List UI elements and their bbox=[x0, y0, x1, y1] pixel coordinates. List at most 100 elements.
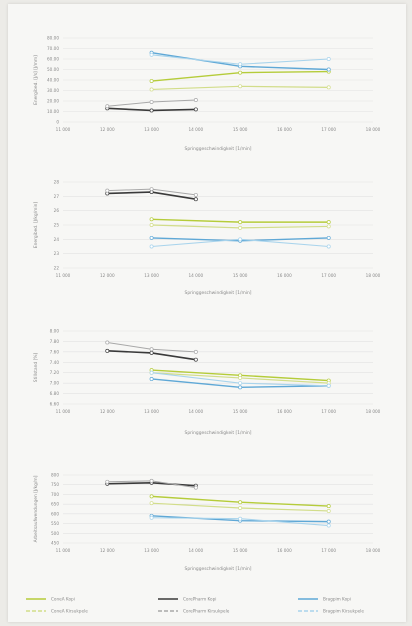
x-tick-label: 18 000 bbox=[366, 409, 381, 414]
x-tick-label: 13 000 bbox=[144, 127, 159, 132]
data-point bbox=[326, 523, 331, 528]
data-point bbox=[193, 357, 198, 362]
y-tick-label: 40.00 bbox=[47, 78, 59, 83]
x-tick-label: 14 000 bbox=[189, 273, 204, 278]
x-tick-label: 15 000 bbox=[233, 273, 248, 278]
data-point bbox=[326, 383, 331, 388]
x-tick-label: 12 000 bbox=[100, 409, 115, 414]
data-point bbox=[193, 107, 198, 112]
y-tick-label: 650 bbox=[51, 502, 59, 507]
data-point bbox=[326, 519, 331, 524]
x-tick-label: 13 000 bbox=[144, 548, 159, 553]
x-tick-label: 12 000 bbox=[100, 273, 115, 278]
data-point bbox=[326, 235, 331, 240]
data-point bbox=[149, 87, 154, 92]
x-tick-label: 17 000 bbox=[321, 548, 336, 553]
data-point bbox=[149, 108, 154, 113]
x-tick-label: 11 000 bbox=[56, 409, 71, 414]
data-point bbox=[326, 508, 331, 513]
legend-label: ConeA Kopi bbox=[51, 597, 75, 602]
x-tick-label: 18 000 bbox=[366, 127, 381, 132]
data-point bbox=[105, 340, 110, 345]
y-tick-label: 30.00 bbox=[47, 88, 59, 93]
x-tick-label: 12 000 bbox=[100, 127, 115, 132]
data-point bbox=[238, 84, 243, 89]
y-tick-label: 7.00 bbox=[50, 381, 60, 386]
x-tick-label: 16 000 bbox=[277, 127, 292, 132]
data-point bbox=[238, 237, 243, 242]
x-tick-label: 18 000 bbox=[366, 273, 381, 278]
y-tick-label: 750 bbox=[51, 482, 59, 487]
data-point bbox=[238, 516, 243, 521]
x-tick-label: 16 000 bbox=[277, 548, 292, 553]
y-tick-label: 7.80 bbox=[50, 339, 60, 344]
x-tick-label: 16 000 bbox=[277, 273, 292, 278]
legend-label: CorePharm Kopi bbox=[183, 597, 216, 602]
y-tick-label: 0 bbox=[56, 120, 59, 125]
data-point bbox=[193, 97, 198, 102]
data-point bbox=[326, 57, 331, 61]
data-point bbox=[149, 100, 154, 105]
y-tick-label: 450 bbox=[51, 541, 59, 546]
x-tick-label: 15 000 bbox=[233, 409, 248, 414]
y-tick-label: 6.60 bbox=[50, 402, 60, 407]
data-point bbox=[193, 485, 198, 490]
x-tick-label: 17 000 bbox=[321, 273, 336, 278]
data-point bbox=[238, 220, 243, 225]
data-point bbox=[193, 197, 198, 202]
y-tick-label: 60.00 bbox=[47, 57, 59, 62]
y-tick-label: 8.00 bbox=[50, 329, 60, 334]
chart-3: 6.60 6.80 7.00 7.20 7.40 7.60 7.80 8.00 11 000 12… bbox=[33, 329, 381, 437]
data-point bbox=[238, 500, 243, 505]
y-tick-label: 550 bbox=[51, 521, 59, 526]
line-charts: 0 10.00 20.00 30.00 40.00 50.00 60.00 70.00 80.0… bbox=[26, 36, 381, 614]
data-point bbox=[105, 188, 110, 193]
x-axis-label: Springgeschwindigkeit [1/min] bbox=[185, 290, 252, 296]
data-point bbox=[149, 244, 154, 249]
data-point bbox=[149, 217, 154, 222]
chart-1: 0 10.00 20.00 30.00 40.00 50.00 60.00 70.00 80.0… bbox=[33, 36, 381, 153]
legend-label: ConeA Kirsukpele bbox=[51, 609, 88, 614]
data-point bbox=[238, 506, 243, 510]
legend: ConeA Kopi ConeA Kirsukpele CorePharm Kopi… bbox=[26, 597, 364, 614]
x-tick-label: 16 000 bbox=[277, 409, 292, 414]
y-tick-label: 28 bbox=[54, 180, 60, 185]
data-point bbox=[149, 377, 154, 381]
x-tick-label: 11 000 bbox=[56, 273, 71, 278]
y-axis-label: Stillstand [%] bbox=[33, 353, 39, 383]
x-axis-label: Springgeschwindigkeit [1/min] bbox=[185, 566, 252, 572]
data-point bbox=[149, 223, 154, 227]
data-point bbox=[238, 70, 243, 75]
data-point bbox=[326, 220, 331, 225]
data-point bbox=[326, 504, 331, 509]
x-tick-label: 18 000 bbox=[366, 548, 381, 553]
x-tick-label: 14 000 bbox=[189, 127, 204, 132]
data-point bbox=[105, 348, 110, 353]
y-tick-label: 10.00 bbox=[47, 109, 59, 114]
y-tick-label: 70.00 bbox=[47, 46, 59, 51]
chart-4: 450 500 550 600 650 700 750 800 11 000 12 000 13 0… bbox=[33, 473, 381, 573]
legend-label: Bragpim Kopi bbox=[323, 597, 351, 602]
y-tick-label: 50.00 bbox=[47, 67, 59, 72]
data-point bbox=[326, 244, 331, 249]
data-point bbox=[238, 62, 243, 67]
y-tick-label: 7.60 bbox=[50, 349, 60, 354]
data-point bbox=[326, 85, 331, 90]
chart-2: 22 23 24 25 26 27 28 11 000 12 000 13 000 14 000 15… bbox=[33, 180, 381, 297]
y-axis-label: Energibed. [J/s] [J/mm] bbox=[33, 55, 39, 105]
y-tick-label: 7.40 bbox=[50, 360, 60, 365]
x-tick-label: 14 000 bbox=[189, 548, 204, 553]
data-point bbox=[238, 385, 243, 390]
data-point bbox=[149, 52, 154, 57]
y-tick-label: 500 bbox=[51, 531, 59, 536]
y-tick-label: 600 bbox=[51, 511, 59, 516]
x-tick-label: 17 000 bbox=[321, 409, 336, 414]
data-point bbox=[326, 67, 331, 72]
data-point bbox=[149, 501, 154, 506]
x-tick-label: 11 000 bbox=[56, 548, 71, 553]
x-tick-label: 12 000 bbox=[100, 548, 115, 553]
data-point bbox=[105, 104, 110, 109]
x-tick-label: 15 000 bbox=[233, 127, 248, 132]
y-tick-label: 24 bbox=[54, 237, 60, 242]
y-tick-label: 80.00 bbox=[47, 36, 59, 41]
